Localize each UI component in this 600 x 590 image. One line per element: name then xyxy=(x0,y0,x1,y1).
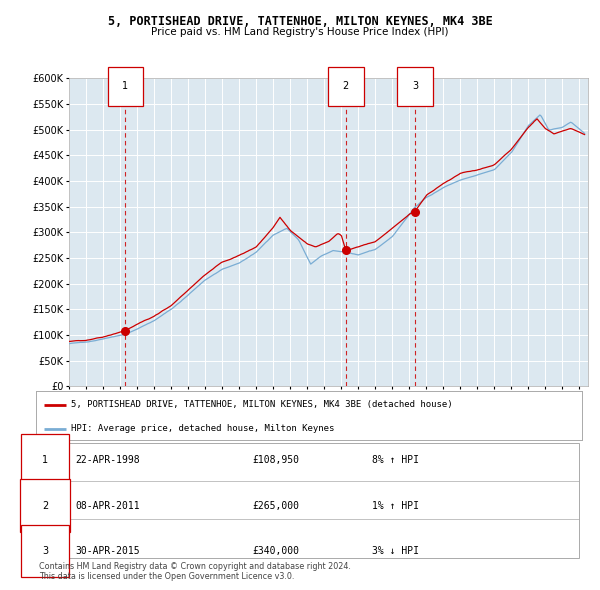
Text: 2: 2 xyxy=(343,81,349,91)
Text: 3: 3 xyxy=(42,546,48,556)
Text: 22-APR-1998: 22-APR-1998 xyxy=(75,455,140,465)
Text: £265,000: £265,000 xyxy=(252,501,299,510)
Text: Price paid vs. HM Land Registry's House Price Index (HPI): Price paid vs. HM Land Registry's House … xyxy=(151,27,449,37)
Text: £340,000: £340,000 xyxy=(252,546,299,556)
Text: This data is licensed under the Open Government Licence v3.0.: This data is licensed under the Open Gov… xyxy=(39,572,295,581)
Text: 08-APR-2011: 08-APR-2011 xyxy=(75,501,140,510)
Text: 8% ↑ HPI: 8% ↑ HPI xyxy=(372,455,419,465)
Text: Contains HM Land Registry data © Crown copyright and database right 2024.: Contains HM Land Registry data © Crown c… xyxy=(39,562,351,571)
Text: 2: 2 xyxy=(42,501,48,510)
Text: HPI: Average price, detached house, Milton Keynes: HPI: Average price, detached house, Milt… xyxy=(71,424,335,434)
Text: 1: 1 xyxy=(42,455,48,465)
Text: 3: 3 xyxy=(412,81,418,91)
Text: 3% ↓ HPI: 3% ↓ HPI xyxy=(372,546,419,556)
Text: 5, PORTISHEAD DRIVE, TATTENHOE, MILTON KEYNES, MK4 3BE (detached house): 5, PORTISHEAD DRIVE, TATTENHOE, MILTON K… xyxy=(71,400,453,409)
Text: £108,950: £108,950 xyxy=(252,455,299,465)
Text: 30-APR-2015: 30-APR-2015 xyxy=(75,546,140,556)
Text: 5, PORTISHEAD DRIVE, TATTENHOE, MILTON KEYNES, MK4 3BE: 5, PORTISHEAD DRIVE, TATTENHOE, MILTON K… xyxy=(107,15,493,28)
Text: 1: 1 xyxy=(122,81,128,91)
Text: 1% ↑ HPI: 1% ↑ HPI xyxy=(372,501,419,510)
